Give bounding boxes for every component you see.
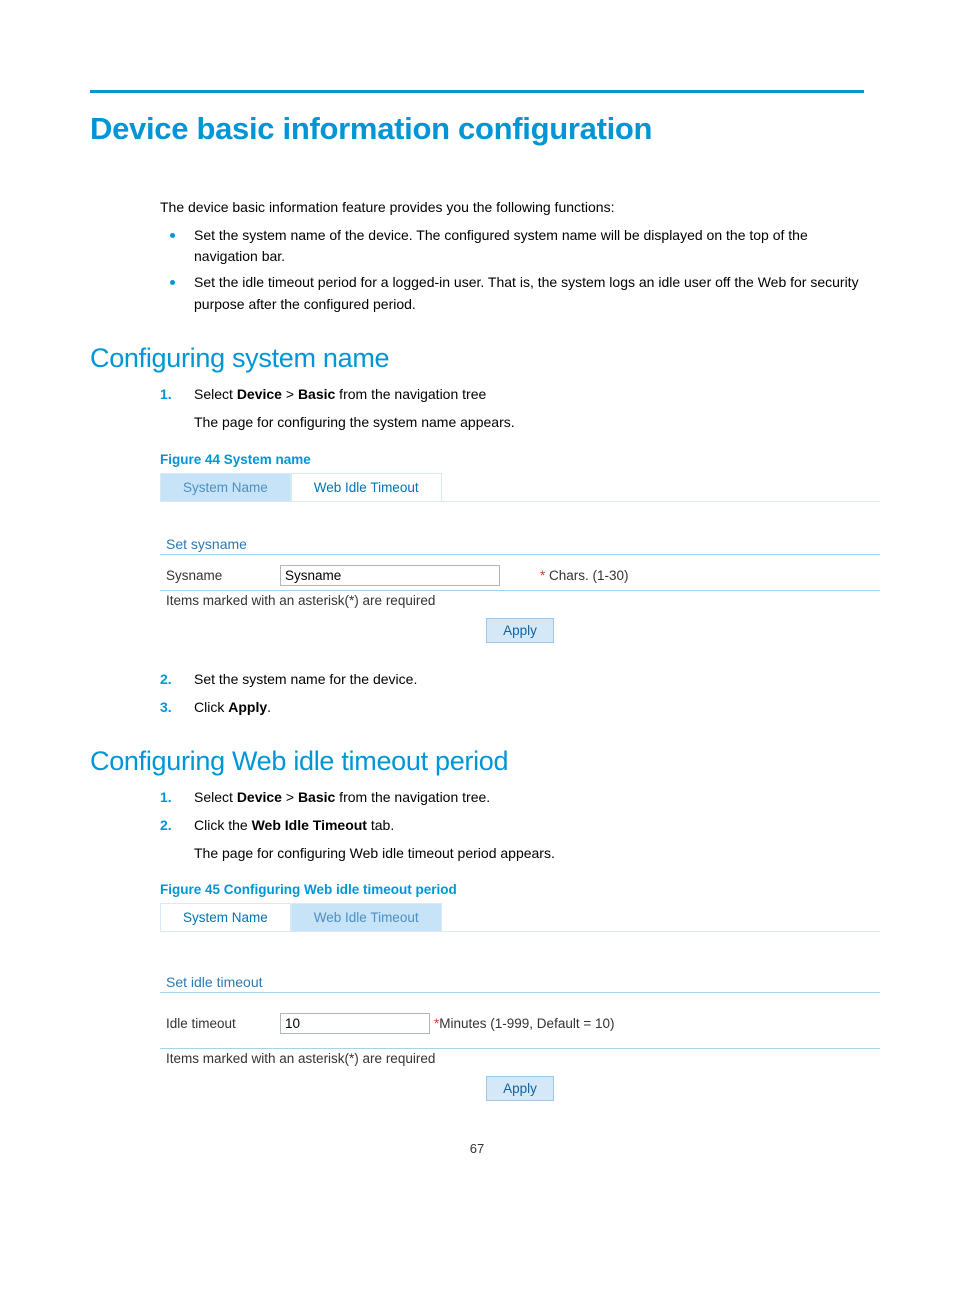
tab-system-name[interactable]: System Name xyxy=(160,903,291,931)
intro-text: The device basic information feature pro… xyxy=(160,197,864,219)
step-text: Select Device > Basic from the navigatio… xyxy=(194,386,486,402)
tab-web-idle-timeout[interactable]: Web Idle Timeout xyxy=(291,903,442,931)
step-subtext: The page for configuring Web idle timeou… xyxy=(194,843,864,865)
step-item: 1. Select Device > Basic from the naviga… xyxy=(160,384,864,433)
step-number: 1. xyxy=(160,787,172,809)
section-heading-idle-timeout: Configuring Web idle timeout period xyxy=(90,746,864,777)
figure-caption: Figure 44 System name xyxy=(160,452,864,467)
section-heading-system-name: Configuring system name xyxy=(90,343,864,374)
bullet-item: Set the system name of the device. The c… xyxy=(160,225,864,268)
figure-45-screenshot: System Name Web Idle Timeout Set idle ti… xyxy=(160,903,864,1101)
sysname-label: Sysname xyxy=(166,568,280,583)
apply-button[interactable]: Apply xyxy=(486,618,554,643)
bullet-item: Set the idle timeout period for a logged… xyxy=(160,272,864,315)
step-item: 2. Click the Web Idle Timeout tab. The p… xyxy=(160,815,864,864)
step-text: Click Apply. xyxy=(194,699,271,715)
page-title: Device basic information configuration xyxy=(90,111,864,147)
step-text: Click the Web Idle Timeout tab. xyxy=(194,817,394,833)
step-subtext: The page for configuring the system name… xyxy=(194,412,864,434)
step-item: 3. Click Apply. xyxy=(160,697,864,719)
sysname-hint: * Chars. (1-30) xyxy=(540,568,629,583)
idle-timeout-input[interactable] xyxy=(280,1013,430,1034)
tab-system-name[interactable]: System Name xyxy=(160,473,291,501)
page-number: 67 xyxy=(90,1141,864,1156)
step-number: 2. xyxy=(160,669,172,691)
apply-button[interactable]: Apply xyxy=(486,1076,554,1101)
figure-caption: Figure 45 Configuring Web idle timeout p… xyxy=(160,882,864,897)
required-note: Items marked with an asterisk(*) are req… xyxy=(160,591,880,610)
idle-timeout-hint: *Minutes (1-999, Default = 10) xyxy=(434,1016,614,1031)
sysname-input[interactable] xyxy=(280,565,500,586)
figure-44-screenshot: System Name Web Idle Timeout Set sysname… xyxy=(160,473,864,643)
step-number: 1. xyxy=(160,384,172,406)
step-item: 2. Set the system name for the device. xyxy=(160,669,864,691)
step-item: 1. Select Device > Basic from the naviga… xyxy=(160,787,864,809)
required-note: Items marked with an asterisk(*) are req… xyxy=(160,1049,880,1068)
tab-web-idle-timeout[interactable]: Web Idle Timeout xyxy=(291,473,442,501)
top-rule xyxy=(90,90,864,93)
step-text: Select Device > Basic from the navigatio… xyxy=(194,789,490,805)
step-number: 2. xyxy=(160,815,172,837)
idle-timeout-label: Idle timeout xyxy=(166,1016,280,1031)
panel-title: Set idle timeout xyxy=(160,974,880,992)
step-number: 3. xyxy=(160,697,172,719)
panel-title: Set sysname xyxy=(160,536,880,554)
step-text: Set the system name for the device. xyxy=(194,671,417,687)
